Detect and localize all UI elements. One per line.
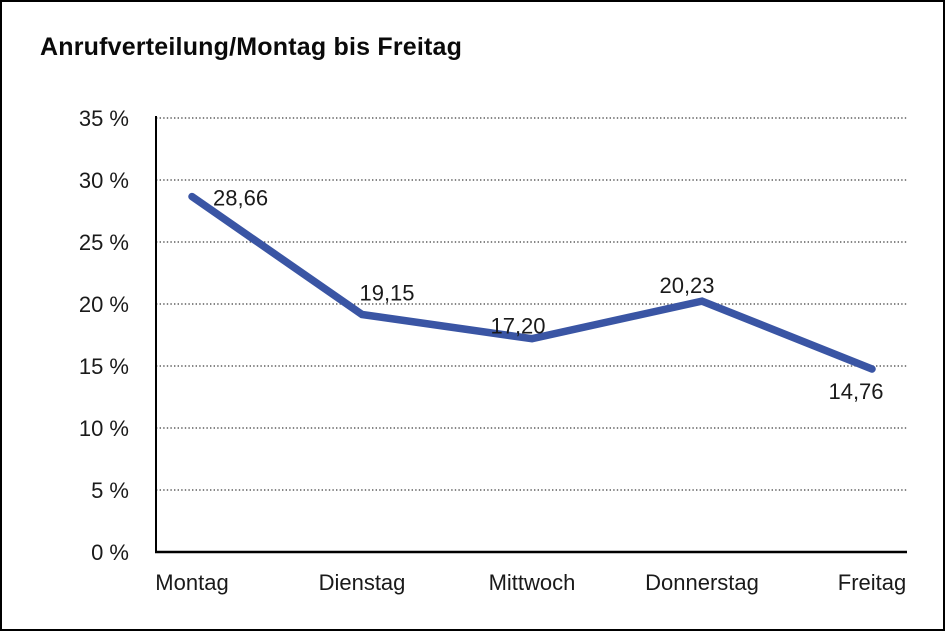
data-point-label: 28,66 (213, 186, 268, 211)
data-point-label: 17,20 (490, 314, 545, 339)
x-category-label: Mittwoch (489, 570, 576, 595)
y-tick-label: 15 % (79, 354, 129, 379)
y-tick-label: 20 % (79, 292, 129, 317)
data-point-label: 14,76 (828, 379, 883, 404)
x-category-label: Freitag (838, 570, 906, 595)
data-point-label: 20,23 (659, 273, 714, 298)
y-tick-label: 30 % (79, 168, 129, 193)
x-category-label: Dienstag (319, 570, 406, 595)
y-tick-label: 10 % (79, 416, 129, 441)
x-category-label: Montag (155, 570, 228, 595)
y-tick-label: 25 % (79, 230, 129, 255)
x-category-label: Donnerstag (645, 570, 759, 595)
data-line (188, 192, 876, 373)
y-tick-label: 35 % (79, 106, 129, 131)
y-tick-label: 5 % (91, 478, 129, 503)
y-tick-label: 0 % (91, 540, 129, 565)
chart-title: Anrufverteilung/Montag bis Freitag (40, 33, 463, 61)
data-point-label: 19,15 (359, 281, 414, 306)
